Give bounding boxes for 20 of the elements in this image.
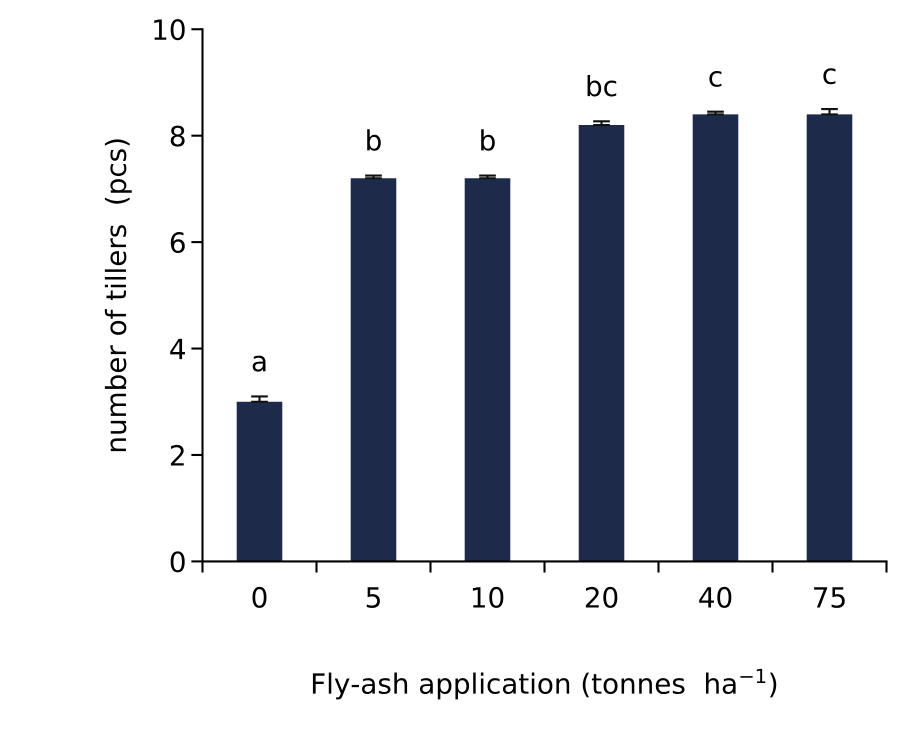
annotation: a (252, 356, 266, 372)
annotation: b (367, 129, 381, 151)
x-tick-label: 5 (366, 587, 380, 608)
annotation: b (481, 129, 495, 151)
annotation: bc (588, 74, 616, 96)
annotation: c (709, 70, 722, 87)
x-tick-label: 75 (814, 587, 845, 608)
y-tick-label: 6 (170, 232, 185, 254)
y-tick-label: 0 (170, 551, 185, 572)
x-tick-label: 40 (699, 586, 732, 608)
x-tick-label: 20 (586, 586, 618, 608)
y-axis-title: number of tillers (pcs) (104, 139, 132, 452)
y-tick-label: 10 (154, 19, 185, 40)
x-tick-label: 0 (252, 586, 266, 608)
y-tick-label: 2 (170, 444, 184, 466)
x-axis-title: Fly-ash application (tonnes ha$^{−1}$) (312, 668, 776, 700)
y-tick-label: 8 (170, 126, 185, 147)
y-tick-label: 4 (170, 338, 185, 360)
annotation: c (823, 68, 836, 84)
x-tick-label: 10 (472, 586, 504, 608)
